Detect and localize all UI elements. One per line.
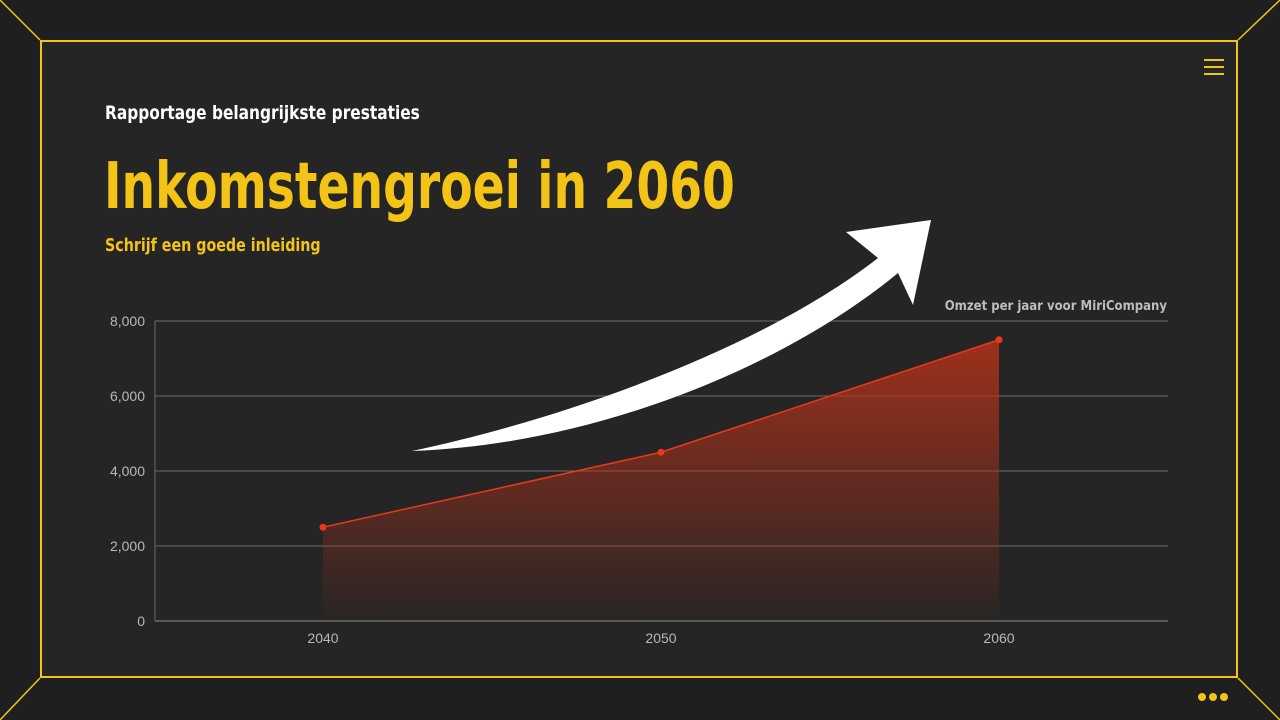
y-tick-label: 2,000 <box>110 538 145 554</box>
data-point-2040[interactable] <box>319 523 327 531</box>
series-legend-label: Omzet per jaar voor MiriCompany <box>945 299 1168 314</box>
slide-subtitle: Schrijf een goede inleiding <box>105 235 321 256</box>
area-fill-layer <box>323 339 999 621</box>
axis-labels: 0 2,000 4,000 6,000 8,000 2040 2050 2060 <box>110 313 1015 646</box>
x-tick-label: 2040 <box>307 630 338 646</box>
more-dots-icon[interactable] <box>1198 688 1232 701</box>
hamburger-menu-icon[interactable] <box>1204 59 1224 77</box>
y-tick-label: 4,000 <box>110 463 145 479</box>
data-point-2050[interactable] <box>657 448 665 456</box>
series-marks <box>319 336 1003 531</box>
slide-kicker: Rapportage belangrijkste prestaties <box>105 102 420 124</box>
x-tick-label: 2050 <box>645 630 676 646</box>
y-tick-label: 8,000 <box>110 313 145 329</box>
data-point-2060[interactable] <box>995 336 1003 344</box>
growth-arrow-icon <box>412 220 931 451</box>
slide-title: Inkomstengroei in 2060 <box>104 150 735 224</box>
y-tick-label: 6,000 <box>110 388 145 404</box>
x-tick-label: 2060 <box>983 630 1014 646</box>
y-tick-label: 0 <box>137 613 145 629</box>
series-area <box>323 339 999 621</box>
